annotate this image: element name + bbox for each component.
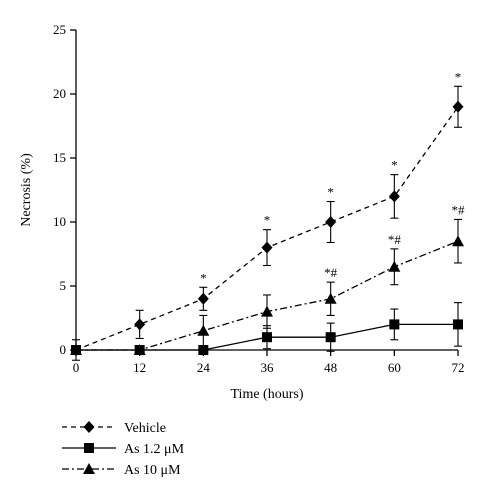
data-point	[388, 190, 400, 203]
legend-marker	[83, 463, 95, 474]
data-point	[197, 292, 209, 305]
data-point	[452, 235, 464, 247]
significance-label: *#	[452, 202, 466, 217]
data-point	[198, 345, 209, 355]
x-tick-label: 60	[388, 360, 401, 375]
data-point	[261, 305, 273, 317]
data-point	[389, 319, 400, 330]
data-point	[388, 260, 401, 272]
legend-label: Vehicle	[124, 421, 166, 436]
y-tick-label: 20	[53, 86, 66, 101]
legend-label: As 1.2 μM	[124, 442, 185, 457]
series-0: * * * * *	[70, 69, 464, 356]
legend-marker	[84, 443, 94, 453]
y-tick-label: 15	[53, 150, 66, 165]
data-point	[262, 332, 272, 343]
data-point	[134, 318, 146, 331]
axes: 0 5 10 15 20 25 0 12 24 36 48 60 72	[53, 22, 465, 375]
y-tick-label: 25	[53, 22, 66, 37]
significance-label: *	[391, 158, 398, 173]
x-tick-label: 36	[261, 360, 275, 375]
x-tick-label: 48	[324, 360, 337, 375]
data-point	[261, 241, 273, 254]
data-point	[197, 324, 210, 336]
series-2: *# *# *#	[70, 202, 465, 355]
y-tick-label: 5	[60, 278, 67, 293]
legend-label: As 10 μM	[124, 463, 181, 478]
y-tick-label: 0	[60, 342, 67, 357]
legend: Vehicle As 1.2 μM As 10 μM	[62, 421, 185, 478]
data-point	[325, 332, 336, 343]
significance-label: *	[327, 185, 334, 200]
significance-label: *#	[388, 232, 402, 247]
data-point	[133, 344, 146, 355]
y-tick-label: 10	[53, 214, 66, 229]
significance-label: *	[264, 213, 271, 228]
x-axis-title: Time (hours)	[231, 387, 304, 402]
significance-label: *#	[324, 265, 338, 280]
x-tick-label: 72	[452, 360, 465, 375]
y-axis-title: Necrosis (%)	[19, 153, 34, 227]
data-point	[324, 292, 337, 304]
data-point	[70, 344, 82, 355]
x-tick-label: 0	[73, 360, 80, 375]
x-tick-label: 24	[197, 360, 211, 375]
data-point	[452, 100, 464, 113]
x-tick-label: 12	[133, 360, 146, 375]
significance-label: *	[200, 270, 207, 285]
legend-item: As 10 μM	[62, 463, 181, 478]
data-point	[325, 216, 337, 228]
legend-marker	[83, 421, 95, 433]
legend-item: Vehicle	[62, 421, 166, 436]
data-point	[453, 319, 463, 330]
legend-item: As 1.2 μM	[62, 442, 185, 457]
series-layer: * * * * * *# *# *#	[70, 69, 465, 361]
significance-label: *	[455, 69, 462, 84]
